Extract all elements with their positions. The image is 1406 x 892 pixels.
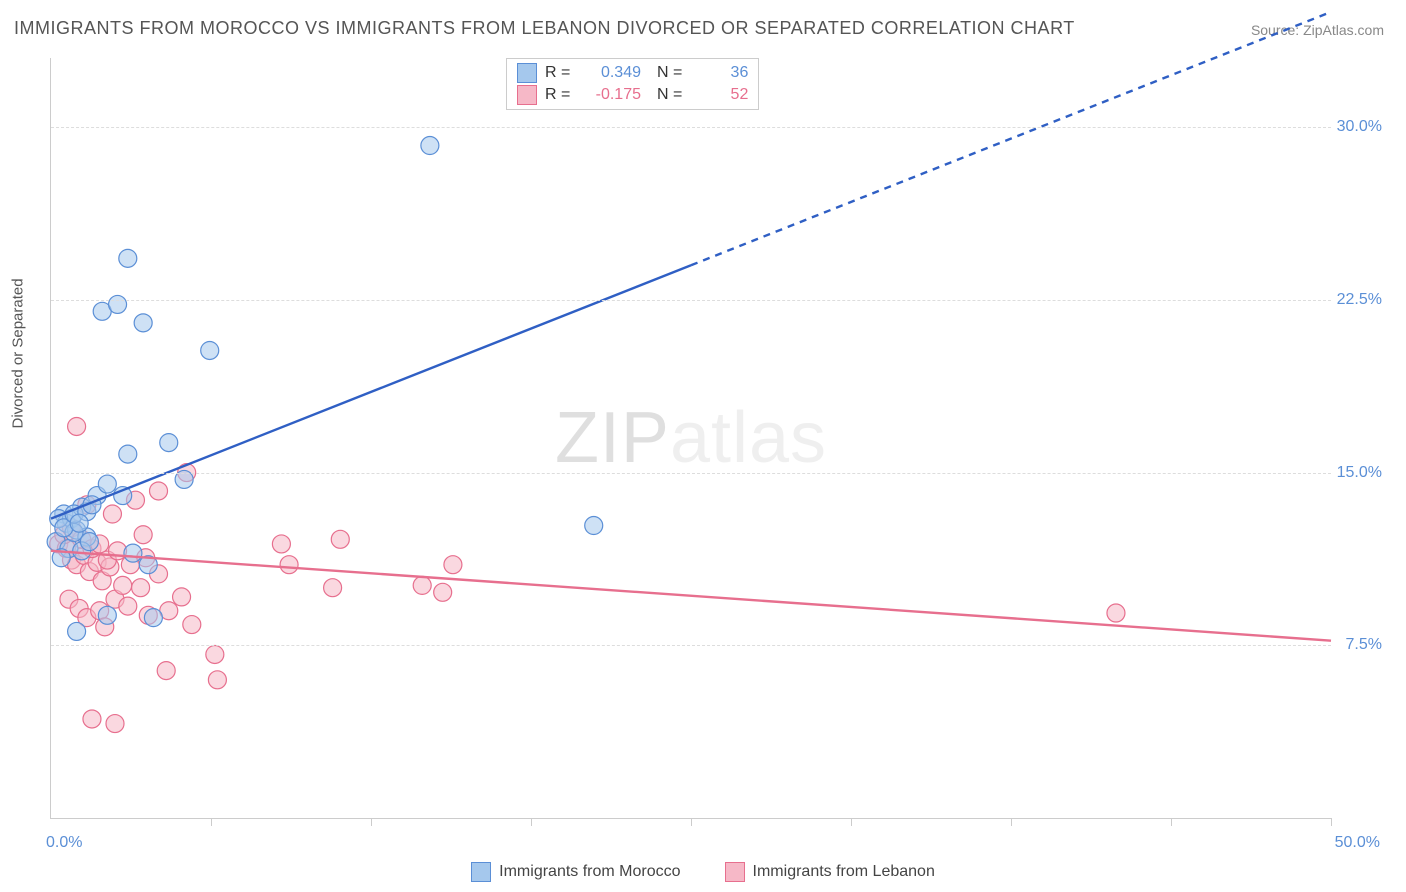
data-point [201,341,219,359]
data-point [68,417,86,435]
legend-label-morocco: Immigrants from Morocco [499,863,680,881]
chart-title: IMMIGRANTS FROM MOROCCO VS IMMIGRANTS FR… [14,18,1075,39]
source-label: Source: ZipAtlas.com [1251,22,1384,38]
swatch-lebanon-icon [725,862,745,882]
data-point [119,445,137,463]
legend-item-lebanon: Immigrants from Lebanon [725,862,935,882]
gridline-h [51,645,1331,646]
data-point [434,583,452,601]
data-point [206,645,224,663]
y-tick-label: 30.0% [1337,118,1382,136]
data-point [114,576,132,594]
data-point [106,715,124,733]
data-point [119,249,137,267]
data-point [1107,604,1125,622]
data-point [272,535,290,553]
data-point [124,544,142,562]
data-point [83,710,101,728]
data-point [144,609,162,627]
trend-line [691,12,1331,265]
x-tick [1011,818,1012,826]
y-tick-label: 15.0% [1337,464,1382,482]
data-point [444,556,462,574]
data-point [280,556,298,574]
data-point [585,517,603,535]
data-point [80,533,98,551]
x-tick [1171,818,1172,826]
x-tick [211,818,212,826]
x-tick-max: 50.0% [1335,834,1380,852]
data-point [157,662,175,680]
data-point [134,314,152,332]
data-point [324,579,342,597]
data-point [413,576,431,594]
trend-line [51,551,1331,641]
data-point [183,616,201,634]
x-tick [531,818,532,826]
chart-svg [51,58,1331,818]
data-point [134,526,152,544]
gridline-h [51,127,1331,128]
x-tick [851,818,852,826]
data-point [103,505,121,523]
data-point [119,597,137,615]
plot-area: ZIPatlas R = 0.349 N = 36 R = -0.175 N =… [50,58,1331,819]
y-tick-label: 22.5% [1337,291,1382,309]
x-tick-min: 0.0% [46,834,82,852]
y-tick-label: 7.5% [1346,636,1382,654]
data-point [98,606,116,624]
data-point [173,588,191,606]
x-tick [1331,818,1332,826]
data-point [421,137,439,155]
data-point [70,514,88,532]
swatch-morocco-icon [471,862,491,882]
data-point [98,475,116,493]
y-axis-label: Divorced or Separated [10,278,27,428]
data-point [160,434,178,452]
trend-line [51,265,691,518]
data-point [68,622,86,640]
series-legend: Immigrants from Morocco Immigrants from … [0,862,1406,882]
data-point [132,579,150,597]
gridline-h [51,300,1331,301]
x-tick [371,818,372,826]
data-point [208,671,226,689]
gridline-h [51,473,1331,474]
x-tick [691,818,692,826]
legend-item-morocco: Immigrants from Morocco [471,862,680,882]
legend-label-lebanon: Immigrants from Lebanon [753,863,935,881]
data-point [150,482,168,500]
data-point [331,530,349,548]
data-point [109,295,127,313]
